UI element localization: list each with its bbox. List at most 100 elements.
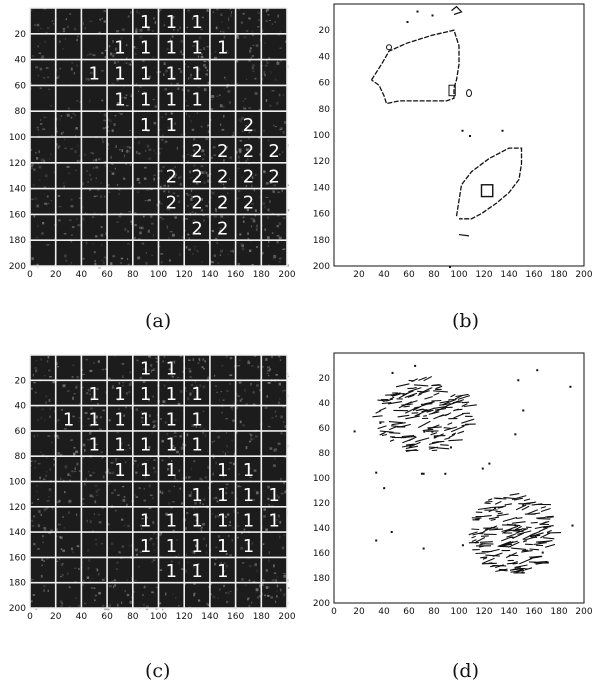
image-speckle [87,418,90,420]
image-speckle [225,145,228,149]
image-speckle [134,224,137,227]
image-speckle [77,144,79,148]
image-speckle [268,240,270,243]
image-speckle [120,518,124,521]
image-speckle [264,42,266,44]
image-speckle [149,494,153,497]
image-speckle [173,431,176,433]
image-speckle [161,261,163,264]
image-speckle [166,432,168,436]
image-speckle [197,231,200,234]
image-speckle [138,152,141,155]
image-speckle [101,70,104,72]
image-speckle [202,158,205,161]
edge-stroke [540,506,547,509]
image-speckle [272,258,276,260]
image-speckle [78,604,80,608]
image-speckle [43,77,46,79]
image-speckle [89,188,91,191]
image-speckle [263,130,265,132]
cell-label: 1 [166,89,177,110]
noise-dot [488,462,491,465]
image-speckle [46,506,49,510]
edge-stroke [513,497,523,501]
image-speckle [152,426,155,429]
image-speckle [267,497,270,501]
image-speckle [252,70,255,73]
image-speckle [57,451,60,455]
image-speckle [84,602,86,605]
image-speckle [47,76,50,79]
image-speckle [109,170,112,173]
image-speckle [154,470,157,473]
image-speckle [30,82,32,85]
image-speckle [93,512,95,516]
image-speckle [139,231,142,235]
image-speckle [239,359,241,361]
image-speckle [97,489,100,491]
image-speckle [146,188,150,191]
image-speckle [60,563,64,567]
cell-label: 1 [217,561,228,582]
image-speckle [151,591,154,594]
image-speckle [147,76,150,78]
image-speckle [76,218,78,220]
y-tick-label: 140 [313,183,330,193]
image-speckle [122,146,125,148]
image-speckle [127,258,129,260]
cell-label: 1 [217,485,228,506]
edge-stroke [391,422,406,426]
image-speckle [78,197,82,200]
edge-stroke [502,516,518,523]
image-speckle [60,536,63,540]
image-speckle [273,255,277,258]
image-speckle [37,74,40,77]
image-speckle [170,374,173,378]
image-speckle [94,262,97,266]
edge-stroke [515,567,529,570]
image-speckle [121,149,124,152]
y-tick-label: 100 [313,131,330,141]
image-speckle [110,156,112,159]
image-speckle [140,420,144,423]
y-tick-label: 120 [313,157,330,167]
image-speckle [121,545,125,548]
image-speckle [270,514,272,517]
image-speckle [64,138,66,141]
cell-label: 1 [166,359,177,380]
image-speckle [223,114,225,118]
image-speckle [84,411,88,415]
image-speckle [237,395,240,397]
x-tick-label: 60 [101,270,113,280]
image-speckle [76,462,79,466]
image-speckle [115,145,117,148]
image-speckle [58,558,61,561]
edge-stroke [379,430,394,433]
image-speckle [67,511,70,515]
x-tick-label: 120 [176,612,193,622]
image-speckle [257,26,260,28]
image-speckle [160,203,163,205]
image-speckle [286,144,289,147]
image-speckle [229,8,231,10]
cell-label: 1 [89,384,100,405]
image-speckle [143,177,147,180]
image-speckle [165,69,168,73]
image-speckle [76,64,78,67]
y-tick-label: 120 [9,503,26,513]
image-speckle [280,432,283,435]
image-speckle [86,54,89,56]
image-speckle [187,205,189,208]
image-speckle [199,49,202,51]
image-speckle [233,260,236,264]
image-speckle [67,107,70,109]
image-speckle [148,446,151,449]
image-speckle [164,421,167,424]
image-speckle [94,443,98,446]
image-speckle [172,444,175,448]
image-speckle [89,580,92,583]
edge-stroke [515,525,522,531]
edge-stroke [490,518,496,521]
image-speckle [152,56,155,58]
image-speckle [187,66,190,68]
